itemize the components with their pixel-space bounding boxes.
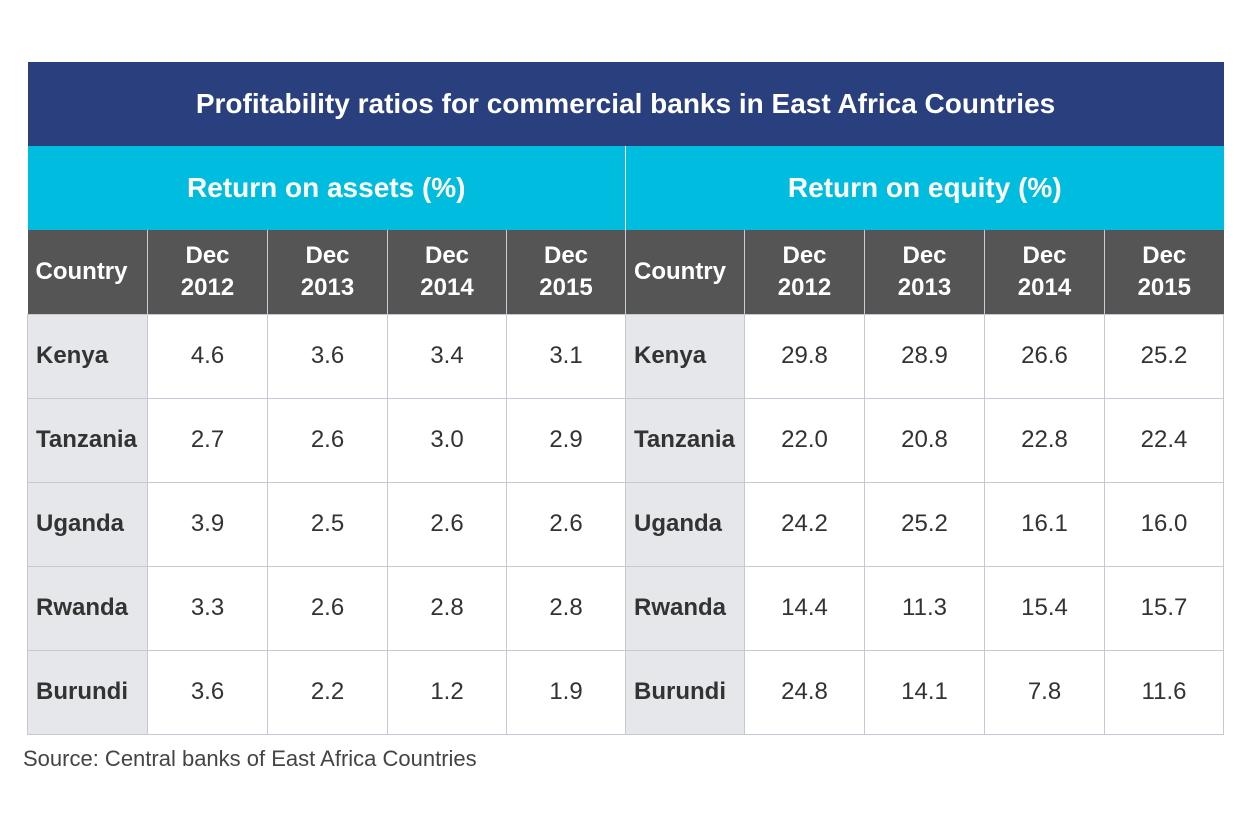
value-cell: 29.8 (744, 313, 865, 399)
value-cell: 22.4 (1103, 397, 1225, 483)
group-header-row: Return on assets (%) Return on equity (%… (27, 146, 1224, 230)
table-row: Burundi 3.6 2.2 1.2 1.9 Burundi 24.8 14.1 7.8 11.… (27, 649, 1225, 735)
value-cell: 25.2 (864, 481, 985, 567)
value-cell: 16.0 (1103, 481, 1225, 567)
value-cell: 11.3 (864, 565, 985, 651)
column-header-dec-2014: Dec 2014 (984, 230, 1105, 314)
table-row: Kenya 4.6 3.6 3.4 3.1 Kenya 29.8 28.9 26.6 25.2 (27, 313, 1225, 399)
column-header-dec-2012: Dec 2012 (744, 230, 865, 314)
value-cell: 1.9 (506, 649, 626, 735)
value-cell: 4.6 (147, 313, 268, 399)
value-cell: 2.6 (267, 565, 388, 651)
country-cell: Burundi (625, 649, 745, 735)
country-cell: Tanzania (625, 397, 745, 483)
value-cell: 26.6 (984, 313, 1105, 399)
value-cell: 3.1 (506, 313, 626, 399)
value-cell: 2.6 (506, 481, 626, 567)
column-header-dec-2013: Dec 2013 (267, 230, 388, 314)
country-cell: Kenya (625, 313, 745, 399)
profitability-table-wrapper: Profitability ratios for commercial bank… (27, 62, 1225, 735)
country-cell: Uganda (27, 481, 148, 567)
value-cell: 28.9 (864, 313, 985, 399)
value-cell: 2.8 (387, 565, 507, 651)
country-cell: Tanzania (27, 397, 148, 483)
column-header-dec-2012: Dec 2012 (147, 230, 268, 314)
table-row: Rwanda 3.3 2.6 2.8 2.8 Rwanda 14.4 11.3 15.4 15.7 (27, 565, 1225, 651)
table-row: Uganda 3.9 2.5 2.6 2.6 Uganda 24.2 25.2 16.1 16.0 (27, 481, 1225, 567)
value-cell: 24.8 (744, 649, 865, 735)
value-cell: 7.8 (984, 649, 1105, 735)
value-cell: 2.6 (267, 397, 388, 483)
value-cell: 2.5 (267, 481, 388, 567)
group-header-return-on-assets: Return on assets (%) (27, 146, 626, 230)
value-cell: 1.2 (387, 649, 507, 735)
value-cell: 2.8 (506, 565, 626, 651)
value-cell: 25.2 (1103, 313, 1225, 399)
column-header-dec-2014: Dec 2014 (387, 230, 507, 314)
table-row: Tanzania 2.7 2.6 3.0 2.9 Tanzania 22.0 20.8 22.8… (27, 397, 1225, 483)
source-note: Source: Central banks of East Africa Cou… (23, 746, 477, 771)
profitability-table: Profitability ratios for commercial bank… (27, 62, 1225, 735)
value-cell: 2.6 (387, 481, 507, 567)
value-cell: 20.8 (864, 397, 985, 483)
title-row: Profitability ratios for commercial bank… (27, 62, 1224, 146)
value-cell: 2.2 (267, 649, 388, 735)
country-cell: Rwanda (27, 565, 148, 651)
table-title: Profitability ratios for commercial bank… (27, 62, 1224, 146)
column-header-row: Country Dec 2012 Dec 2013 Dec 2014 Dec 2015 Count… (27, 230, 1224, 314)
column-header-dec-2015: Dec 2015 (506, 230, 626, 314)
value-cell: 3.4 (387, 313, 507, 399)
column-header-dec-2015: Dec 2015 (1103, 230, 1224, 314)
value-cell: 3.0 (387, 397, 507, 483)
value-cell: 2.7 (147, 397, 268, 483)
value-cell: 15.7 (1103, 565, 1225, 651)
value-cell: 2.9 (506, 397, 626, 483)
column-header-country: Country (625, 230, 745, 314)
value-cell: 22.8 (984, 397, 1105, 483)
value-cell: 11.6 (1103, 649, 1225, 735)
value-cell: 14.1 (864, 649, 985, 735)
column-header-country: Country (27, 230, 148, 314)
group-header-return-on-equity: Return on equity (%) (625, 146, 1224, 230)
country-cell: Uganda (625, 481, 745, 567)
value-cell: 3.3 (147, 565, 268, 651)
value-cell: 3.6 (267, 313, 388, 399)
value-cell: 3.9 (147, 481, 268, 567)
value-cell: 14.4 (744, 565, 865, 651)
column-header-dec-2013: Dec 2013 (864, 230, 985, 314)
value-cell: 15.4 (984, 565, 1105, 651)
table-body: Kenya 4.6 3.6 3.4 3.1 Kenya 29.8 28.9 26.6 25.2 Ta… (27, 313, 1225, 735)
country-cell: Burundi (27, 649, 148, 735)
value-cell: 24.2 (744, 481, 865, 567)
value-cell: 3.6 (147, 649, 268, 735)
value-cell: 22.0 (744, 397, 865, 483)
value-cell: 16.1 (984, 481, 1105, 567)
country-cell: Rwanda (625, 565, 745, 651)
country-cell: Kenya (27, 313, 148, 399)
